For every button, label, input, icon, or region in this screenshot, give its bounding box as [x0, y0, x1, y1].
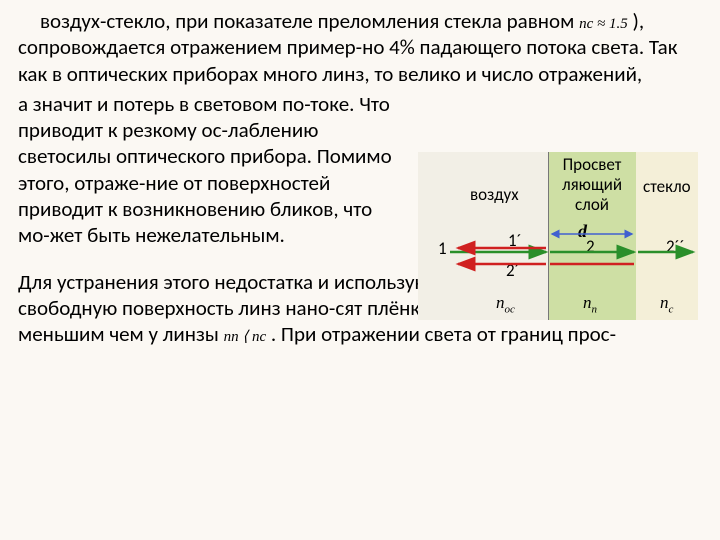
p1-text-a: воздух-стекло, при показателе преломлени…: [40, 8, 579, 34]
p2-text: а значит и потерь в световом по-токе. Чт…: [18, 91, 392, 248]
p3-formula: nп ⟨ nс: [224, 329, 267, 345]
p3-text-a: Для устранения этого недостатка и исполь…: [18, 269, 442, 295]
paragraph-1: воздух-стекло, при показателе преломлени…: [18, 8, 702, 87]
p3-text-c: . При отражении света от границ прос-: [266, 321, 616, 347]
rays-svg: [418, 152, 698, 320]
optics-diagram: Просвет ляющий слой воздух стекло d 1 1´…: [418, 152, 698, 320]
p1-formula: nс ≈ 1.5: [579, 16, 628, 32]
